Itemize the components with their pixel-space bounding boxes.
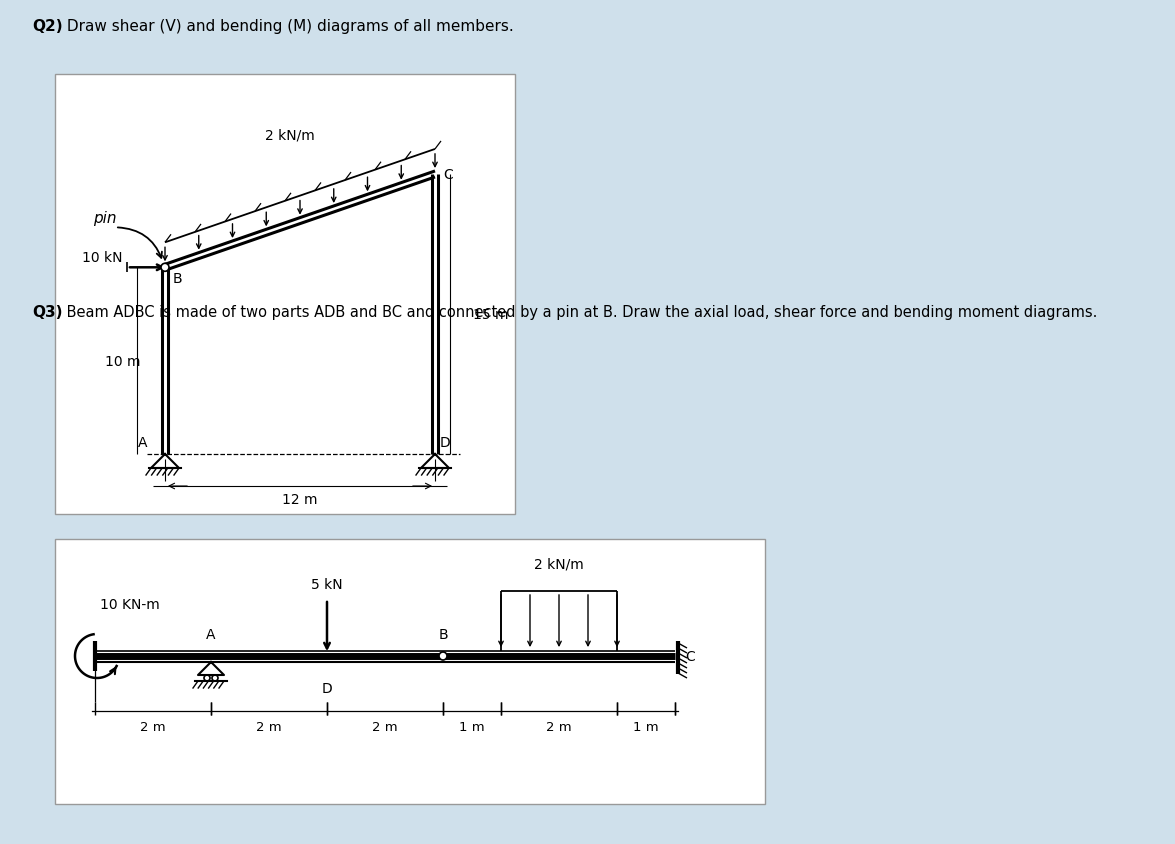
Text: 1 m: 1 m bbox=[633, 720, 659, 733]
Text: Q2): Q2) bbox=[32, 19, 62, 34]
Text: D: D bbox=[322, 681, 333, 695]
Bar bbox=[55, 75, 515, 514]
Circle shape bbox=[161, 264, 169, 272]
Text: Beam ADBC is made of two parts ADB and BC and connected by a pin at B. Draw the : Beam ADBC is made of two parts ADB and B… bbox=[62, 305, 1097, 320]
Circle shape bbox=[439, 652, 446, 660]
Text: Draw shear (V) and bending (M) diagrams of all members.: Draw shear (V) and bending (M) diagrams … bbox=[62, 19, 513, 34]
Text: D: D bbox=[439, 436, 451, 450]
Text: pin: pin bbox=[93, 210, 116, 225]
Text: B: B bbox=[438, 627, 448, 641]
Bar bbox=[55, 539, 765, 804]
Text: 10 m: 10 m bbox=[106, 354, 141, 368]
Text: 2 m: 2 m bbox=[546, 720, 572, 733]
Text: 2 m: 2 m bbox=[140, 720, 166, 733]
Text: A: A bbox=[207, 627, 216, 641]
Text: C: C bbox=[443, 168, 452, 181]
Text: 10 KN-m: 10 KN-m bbox=[100, 598, 160, 611]
Text: 12 m: 12 m bbox=[282, 492, 317, 506]
Text: 5 kN: 5 kN bbox=[311, 577, 343, 592]
Text: A: A bbox=[137, 436, 147, 450]
Text: Q3): Q3) bbox=[32, 305, 62, 320]
Text: 2 m: 2 m bbox=[372, 720, 398, 733]
Text: 10 kN: 10 kN bbox=[82, 251, 123, 265]
Text: 2 kN/m: 2 kN/m bbox=[535, 557, 584, 571]
Text: C: C bbox=[685, 649, 694, 663]
Text: B: B bbox=[173, 272, 182, 286]
Text: 2 m: 2 m bbox=[256, 720, 282, 733]
Text: 1 m: 1 m bbox=[459, 720, 485, 733]
Text: 2 kN/m: 2 kN/m bbox=[266, 129, 315, 143]
Text: 15 m: 15 m bbox=[474, 307, 509, 322]
